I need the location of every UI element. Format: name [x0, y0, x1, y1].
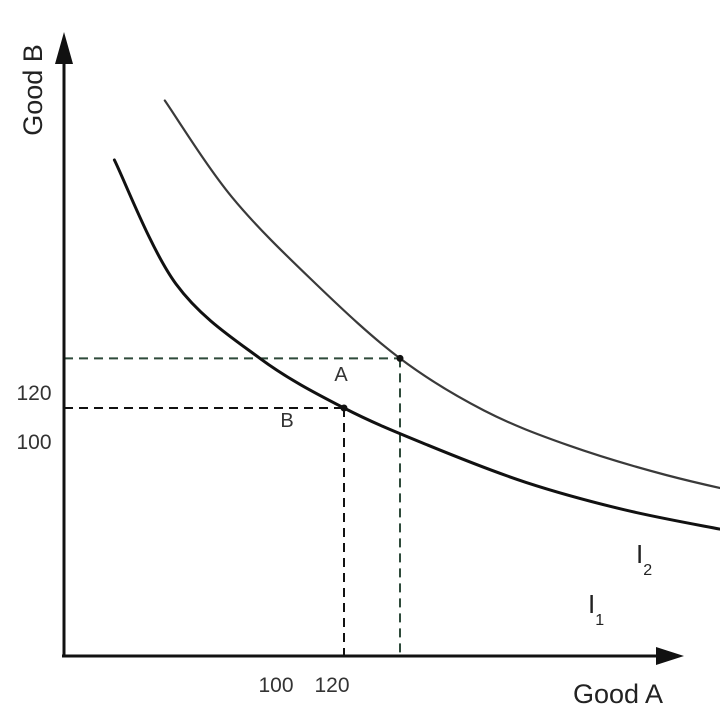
x-axis-title: Good A — [573, 679, 663, 709]
curve-i2 — [163, 99, 720, 490]
curve-i1 — [112, 158, 720, 531]
point-label-a: A — [334, 364, 348, 386]
point-label-b: B — [280, 410, 293, 432]
y-axis-title: Good B — [18, 44, 48, 136]
point-markers — [340, 354, 404, 412]
y-tick-label-120: 120 — [16, 382, 51, 405]
x-tick-label-120: 120 — [314, 674, 349, 697]
curves-group — [112, 99, 720, 531]
x-axis-arrow — [656, 647, 684, 665]
y-tick-label-100: 100 — [16, 431, 51, 454]
point-b-marker — [340, 404, 348, 412]
curve-label-i2: I2 — [636, 539, 652, 579]
guide-lines — [64, 357, 401, 656]
curve-label-i1: I1 — [588, 589, 604, 629]
point-a-marker — [396, 354, 404, 362]
axes — [55, 32, 684, 665]
y-axis-arrow — [55, 32, 73, 64]
x-tick-label-100: 100 — [258, 674, 293, 697]
